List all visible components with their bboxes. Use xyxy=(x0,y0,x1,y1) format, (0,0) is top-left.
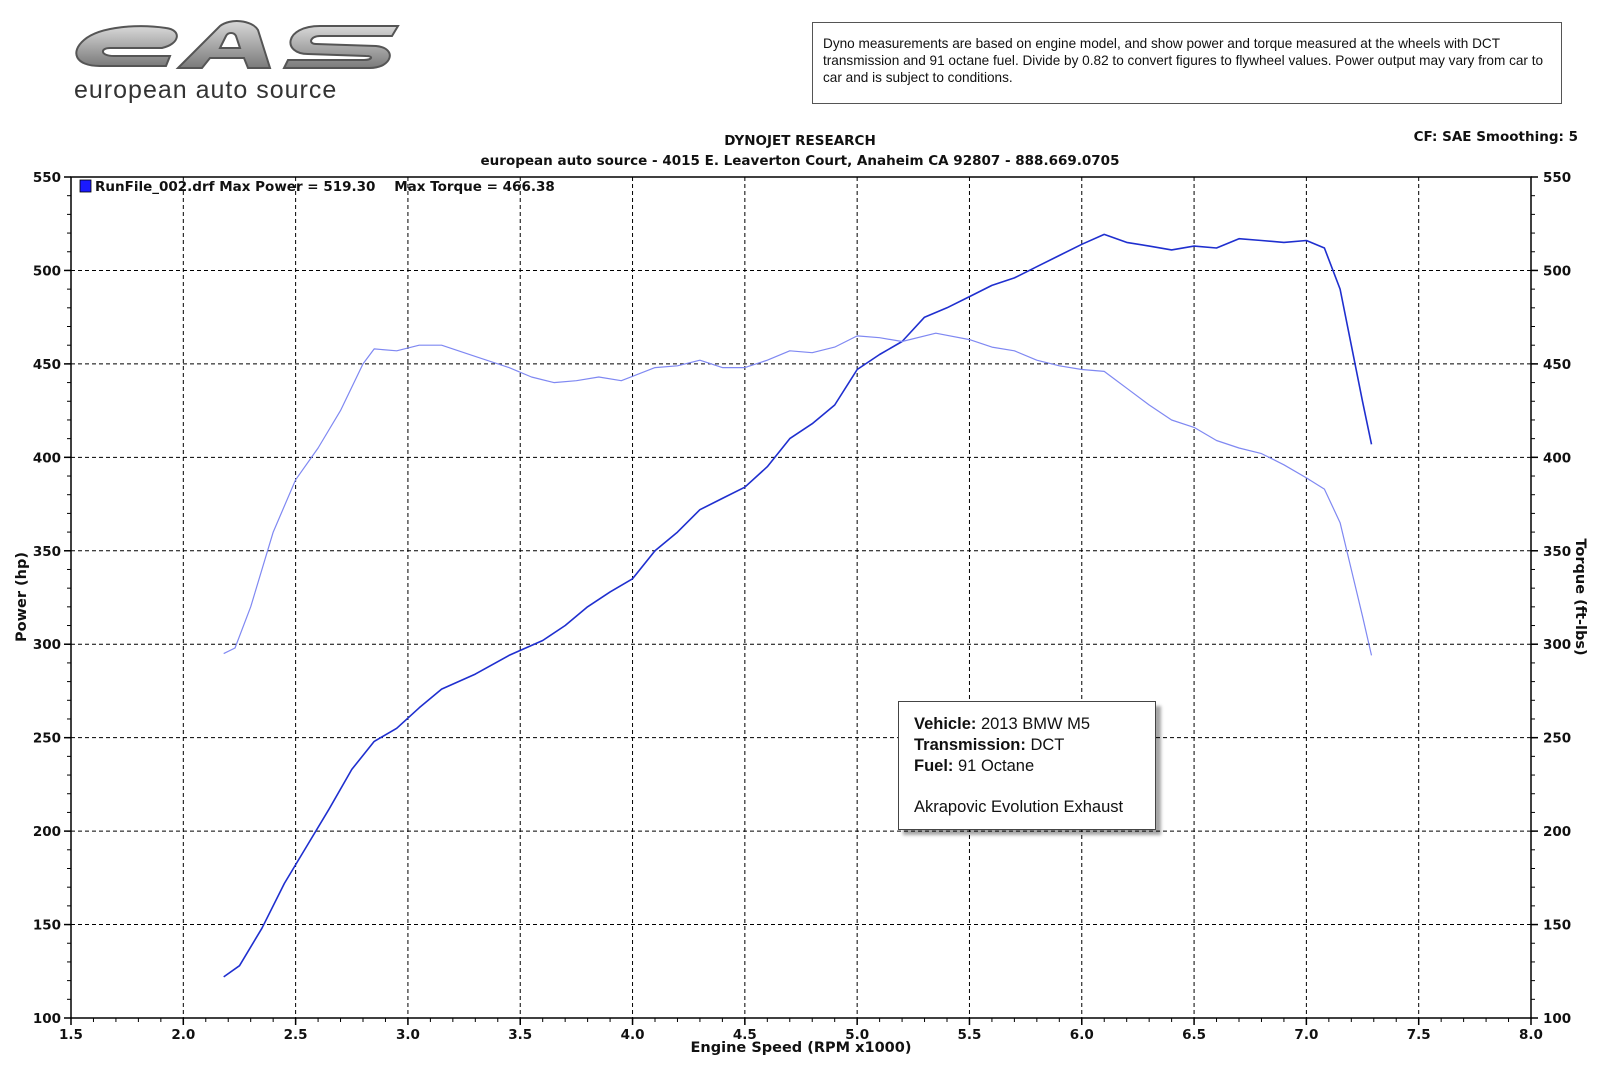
y-left-tick-label: 450 xyxy=(33,357,61,373)
y-right-tick-label: 200 xyxy=(1543,824,1571,840)
legend-text: RunFile_002.drf Max Power = 519.30 Max T… xyxy=(95,179,555,195)
y-axis-right-title: Torque (ft-lbs) xyxy=(1572,538,1588,655)
chart-settings: CF: SAE Smoothing: 5 xyxy=(1414,129,1578,145)
grid-layer xyxy=(71,177,1531,1018)
y-left-tick-label: 300 xyxy=(33,637,61,653)
plot-frame xyxy=(70,176,1532,1019)
y-right-tick-label: 100 xyxy=(1543,1011,1571,1027)
brand-logo: european auto source xyxy=(70,18,410,108)
dyno-disclaimer-note: Dyno measurements are based on engine mo… xyxy=(812,22,1562,104)
y-left-tick-label: 150 xyxy=(33,918,61,934)
chart-header-subtitle: european auto source - 4015 E. Leaverton… xyxy=(481,153,1120,169)
x-tick-label: 7.0 xyxy=(1294,1027,1318,1043)
x-tick-label: 5.0 xyxy=(845,1027,869,1043)
x-axis-title: Engine Speed (RPM x1000) xyxy=(691,1040,912,1056)
y-right-tick-label: 550 xyxy=(1543,170,1571,186)
x-tick-label: 3.0 xyxy=(396,1027,420,1043)
y-left-tick-label: 400 xyxy=(33,450,61,466)
y-left-tick-label: 500 xyxy=(33,263,61,279)
x-tick-label: 2.5 xyxy=(284,1027,308,1043)
torque-curve xyxy=(223,332,1373,656)
brand-name: european auto source xyxy=(74,76,338,104)
power-curve xyxy=(223,233,1373,978)
y-left-tick-label: 200 xyxy=(33,824,61,840)
x-tick-label: 5.5 xyxy=(958,1027,982,1043)
y-right-tick-label: 400 xyxy=(1543,450,1571,466)
x-tick-label: 7.5 xyxy=(1407,1027,1431,1043)
y-right-tick-label: 500 xyxy=(1543,263,1571,279)
y-right-tick-label: 150 xyxy=(1543,918,1571,934)
x-tick-label: 6.0 xyxy=(1070,1027,1094,1043)
x-tick-label: 8.0 xyxy=(1519,1027,1543,1043)
y-left-tick-label: 250 xyxy=(33,731,61,747)
y-left-tick-label: 100 xyxy=(33,1011,61,1027)
y-right-tick-label: 350 xyxy=(1543,544,1571,560)
transmission-line: Transmission: DCT xyxy=(914,736,1065,754)
chart-header-title: DYNOJET RESEARCH xyxy=(724,133,876,149)
x-tick-label: 4.0 xyxy=(621,1027,645,1043)
fuel-line: Fuel: 91 Octane xyxy=(914,757,1035,775)
tick-labels-layer: 1.5 2.0 2.5 3.0 3.5 4.0 4.5 5.0 5.5 6.0 6.5 7.0 7.5 8… xyxy=(33,170,1571,1043)
y-right-tick-label: 300 xyxy=(1543,637,1571,653)
x-tick-label: 6.5 xyxy=(1182,1027,1206,1043)
x-tick-label: 4.5 xyxy=(733,1027,757,1043)
vehicle-info-box: Vehicle: 2013 BMW M5 Transmission: DCT F… xyxy=(898,701,1156,830)
x-tick-label: 3.5 xyxy=(508,1027,532,1043)
ticks-layer xyxy=(64,176,1538,1025)
y-left-tick-label: 350 xyxy=(33,544,61,560)
y-left-tick-label: 550 xyxy=(33,170,61,186)
x-tick-label: 1.5 xyxy=(59,1027,83,1043)
modification-line: Akrapovic Evolution Exhaust xyxy=(914,798,1124,816)
y-right-tick-label: 250 xyxy=(1543,731,1571,747)
legend-swatch xyxy=(79,179,92,193)
x-tick-label: 2.0 xyxy=(171,1027,195,1043)
series-layer xyxy=(223,233,1373,978)
eas-logo-mark xyxy=(75,20,400,69)
vehicle-line: Vehicle: 2013 BMW M5 xyxy=(914,715,1091,733)
y-right-tick-label: 450 xyxy=(1543,357,1571,373)
y-axis-left-title: Power (hp) xyxy=(14,552,30,642)
